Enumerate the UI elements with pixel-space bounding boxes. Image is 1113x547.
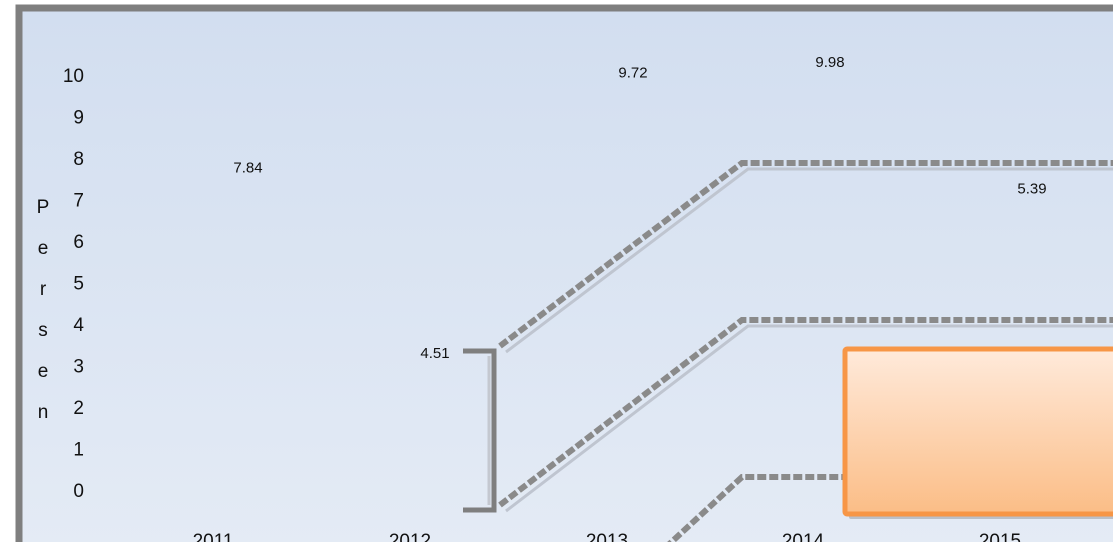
data-label: 9.98 bbox=[815, 54, 844, 71]
bracket bbox=[463, 348, 497, 513]
ridge-top bbox=[498, 160, 1113, 349]
ridge-middle bbox=[498, 317, 1113, 508]
ridge-bottom bbox=[662, 474, 850, 547]
y-axis-label-letter: e bbox=[38, 361, 49, 382]
data-label: 7.84 bbox=[233, 160, 262, 177]
y-tick-label: 8 bbox=[73, 149, 84, 170]
data-labels: 7.84 4.51 9.72 9.98 5.39 bbox=[233, 54, 1046, 362]
ridge-top-shadow bbox=[505, 167, 1113, 354]
y-tick-label: 3 bbox=[73, 357, 84, 378]
y-tick-label: 6 bbox=[73, 232, 84, 253]
y-tick-label: 5 bbox=[73, 274, 84, 295]
y-tick-label: 1 bbox=[73, 440, 84, 461]
y-axis-label-letter: P bbox=[37, 197, 50, 218]
chart-frame bbox=[15, 4, 1113, 547]
y-tick-label: 0 bbox=[73, 481, 84, 502]
y-tick-label: 4 bbox=[73, 315, 84, 336]
x-tick-label: 2013 bbox=[586, 531, 628, 542]
ridge-middle-shadow bbox=[505, 324, 1113, 513]
x-tick-label: 2014 bbox=[782, 531, 825, 542]
x-tick-label: 2015 bbox=[979, 531, 1021, 542]
data-label: 9.72 bbox=[618, 65, 647, 82]
y-tick-label: 9 bbox=[73, 108, 84, 129]
y-tick-label: 10 bbox=[63, 66, 84, 87]
data-label: 5.39 bbox=[1017, 180, 1046, 197]
data-label: 4.51 bbox=[420, 345, 449, 362]
y-axis-label-letter: s bbox=[38, 320, 48, 341]
y-tick-label: 2 bbox=[73, 398, 84, 419]
y-axis-label-letter: n bbox=[38, 402, 49, 423]
y-axis-label-letter: r bbox=[40, 279, 47, 300]
legend-box bbox=[842, 346, 1113, 519]
y-axis-label-letter: e bbox=[38, 238, 49, 259]
x-tick-label: 2011 bbox=[193, 531, 234, 542]
y-tick-label: 7 bbox=[73, 191, 84, 212]
x-tick-label: 2012 bbox=[389, 531, 431, 542]
chart-3d-shape bbox=[463, 160, 1113, 547]
